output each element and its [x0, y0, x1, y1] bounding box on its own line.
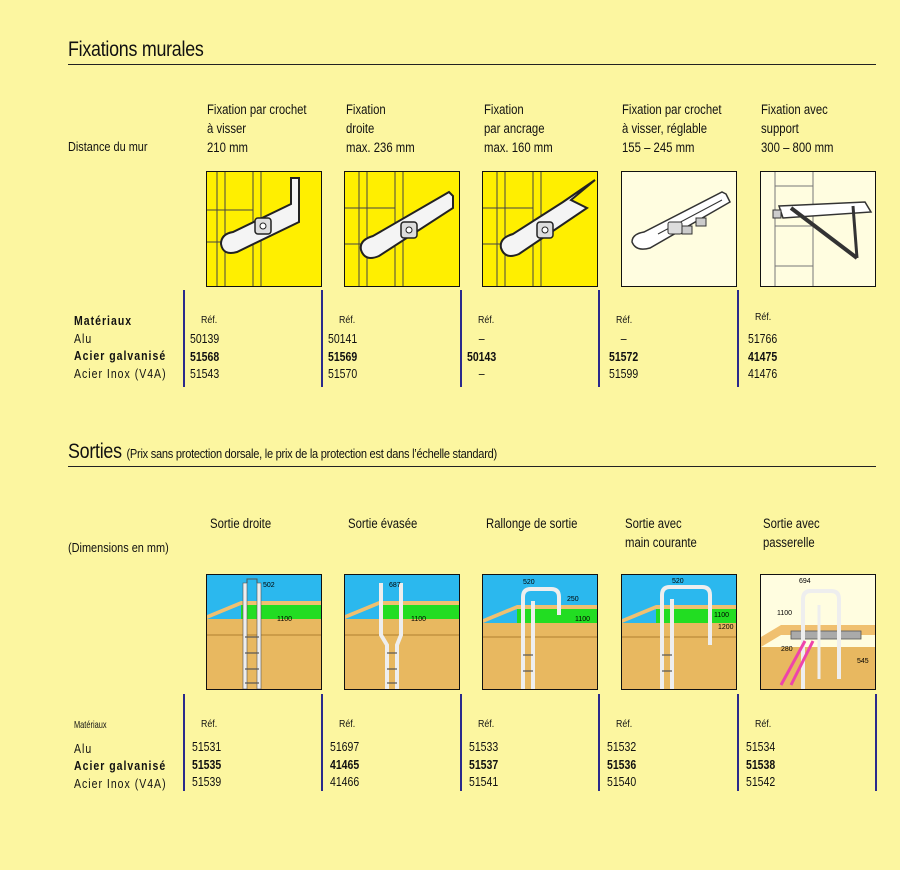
ref-label: Réf.: [616, 314, 633, 326]
column-divider: [321, 694, 323, 791]
section-title-exits: Sorties (Prix sans protection dorsale, l…: [68, 440, 497, 463]
column-divider: [598, 290, 600, 387]
dimension-label: 280: [781, 646, 793, 653]
ref-values: –50143–: [467, 332, 497, 381]
ref-values: 50141 51569 51570: [328, 332, 358, 381]
ref-values: 51697 41465 41466: [330, 740, 360, 789]
dimension-label: 1100: [714, 612, 729, 619]
straight-bracket-icon: [344, 171, 460, 287]
ref-values: 51766 41475 41476: [748, 332, 778, 381]
dimension-label: 687: [389, 582, 401, 589]
dimension-label: 1100: [777, 610, 792, 617]
column-divider: [183, 694, 185, 791]
ref-values: –51572 51599: [609, 332, 639, 381]
ref-label: Réf.: [616, 718, 633, 730]
ref-label: Réf.: [755, 311, 772, 323]
dimension-label: 1100: [411, 616, 426, 623]
wall-hook-bracket-icon: [206, 171, 322, 287]
column-heading: Fixation avec support 300 – 800 mm: [761, 102, 834, 155]
ref-values: 51533 51537 51541: [469, 740, 499, 789]
column-divider: [737, 694, 739, 791]
anchor-bracket-icon: [482, 171, 598, 287]
column-heading: Fixation par crochet à visser 210 mm: [207, 102, 307, 155]
section-divider: [68, 466, 876, 467]
row-label-dimensions: (Dimensions en mm): [68, 540, 169, 555]
exit-extension-icon: 520 250 1100: [482, 574, 598, 690]
ref-label: Réf.: [201, 718, 218, 730]
ref-label: Réf.: [339, 314, 356, 326]
dimension-label: 1200: [718, 624, 734, 631]
ref-label: Réf.: [755, 718, 772, 730]
column-heading: Rallonge de sortie: [486, 516, 578, 531]
ref-values: 50139 51568 51543: [190, 332, 220, 381]
ref-label: Réf.: [339, 718, 356, 730]
ref-label: Réf.: [478, 314, 495, 326]
dimension-label: 1100: [575, 616, 590, 623]
ref-label: Réf.: [201, 314, 218, 326]
column-divider: [460, 290, 462, 387]
dimension-label: 1100: [277, 616, 292, 623]
column-heading: Fixation droite max. 236 mm: [346, 102, 415, 155]
column-heading: Sortie avec main courante: [625, 516, 697, 550]
dimension-label: 694: [799, 578, 811, 585]
exit-walkway-icon: 694 1100 280 545: [760, 574, 876, 690]
ref-values: 51531 51535 51539: [192, 740, 222, 789]
section-title-wall-fixings: Fixations murales: [68, 38, 204, 61]
straight-exit-icon: 502 1100: [206, 574, 322, 690]
flared-exit-icon: 687 1100: [344, 574, 460, 690]
ref-values: 51532 51536 51540: [607, 740, 637, 789]
row-label-wall-distance: Distance du mur: [68, 139, 148, 154]
column-divider: [598, 694, 600, 791]
materials-labels: Matériaux Alu Acier galvanisé Acier Inox…: [74, 314, 167, 381]
column-divider: [321, 290, 323, 387]
adjustable-bracket-icon: [621, 171, 737, 287]
section-divider: [68, 64, 876, 65]
support-bracket-icon: [760, 171, 876, 287]
dimension-label: 520: [523, 579, 535, 586]
column-heading: Sortie évasée: [348, 516, 418, 531]
ref-label: Réf.: [478, 718, 495, 730]
column-divider: [737, 290, 739, 387]
dimension-label: 545: [857, 658, 869, 665]
column-divider: [875, 694, 877, 791]
materials-labels: Matériaux Alu Acier galvanisé Acier Inox…: [74, 719, 167, 791]
column-divider: [460, 694, 462, 791]
column-heading: Sortie avec passerelle: [763, 516, 820, 550]
column-divider: [183, 290, 185, 387]
dimension-label: 250: [567, 596, 579, 603]
dimension-label: 520: [672, 578, 684, 585]
exit-handrail-icon: 520 1100 1200: [621, 574, 737, 690]
column-heading: Fixation par crochet à visser, réglable 15…: [622, 102, 722, 155]
column-heading: Sortie droite: [210, 516, 272, 531]
ref-values: 51534 51538 51542: [746, 740, 776, 789]
dimension-label: 502: [263, 582, 275, 589]
column-heading: Fixation par ancrage max. 160 mm: [484, 102, 553, 155]
